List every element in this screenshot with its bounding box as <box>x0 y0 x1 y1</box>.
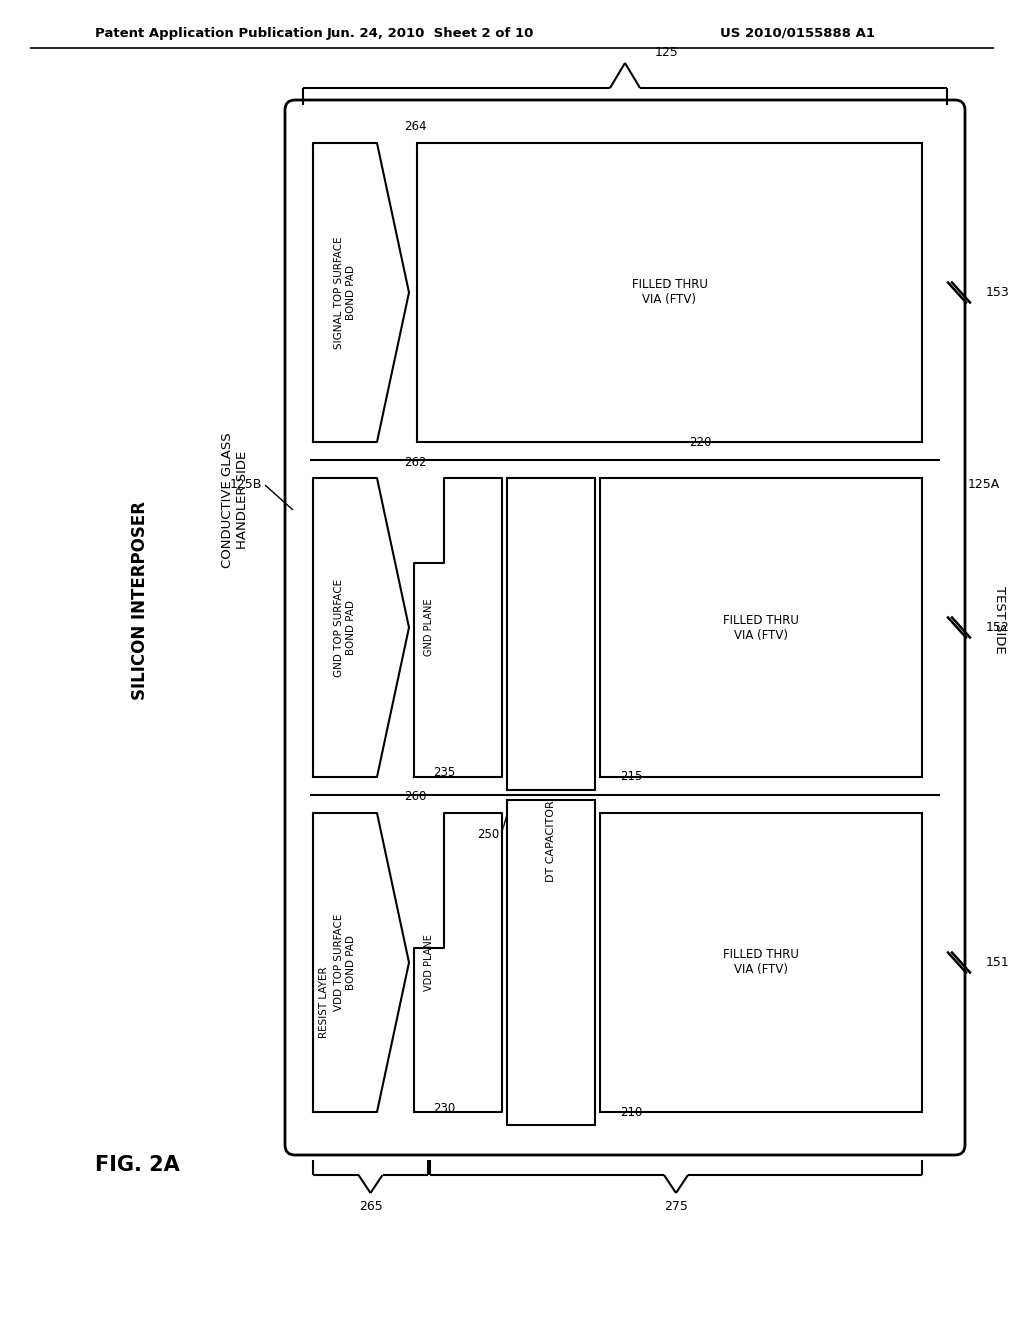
Polygon shape <box>313 143 409 442</box>
Text: 153: 153 <box>986 286 1010 300</box>
Text: FILLED THRU
VIA (FTV): FILLED THRU VIA (FTV) <box>632 279 708 306</box>
Text: 125A: 125A <box>968 479 1000 491</box>
Text: GND PLANE: GND PLANE <box>424 599 434 656</box>
Polygon shape <box>417 143 922 442</box>
Text: 275: 275 <box>664 1200 688 1213</box>
Polygon shape <box>600 478 922 777</box>
Text: SILICON INTERPOSER: SILICON INTERPOSER <box>131 500 150 700</box>
Text: 151: 151 <box>986 956 1010 969</box>
Text: VDD PLANE: VDD PLANE <box>424 935 434 991</box>
Polygon shape <box>414 813 502 1111</box>
Text: Patent Application Publication: Patent Application Publication <box>95 26 323 40</box>
Polygon shape <box>600 813 922 1111</box>
Polygon shape <box>313 813 409 1111</box>
Text: TEST SIDE: TEST SIDE <box>993 586 1007 653</box>
Text: 262: 262 <box>404 455 427 469</box>
Text: 250: 250 <box>477 829 499 842</box>
Polygon shape <box>414 478 502 777</box>
Text: Jun. 24, 2010  Sheet 2 of 10: Jun. 24, 2010 Sheet 2 of 10 <box>327 26 534 40</box>
Text: CONDUCTIVE GLASS
HANDLER SIDE: CONDUCTIVE GLASS HANDLER SIDE <box>221 432 249 568</box>
Text: US 2010/0155888 A1: US 2010/0155888 A1 <box>720 26 874 40</box>
Text: SIGNAL TOP SURFACE
BOND PAD: SIGNAL TOP SURFACE BOND PAD <box>334 236 355 348</box>
Text: FILLED THRU
VIA (FTV): FILLED THRU VIA (FTV) <box>723 949 799 977</box>
Text: 260: 260 <box>404 791 426 804</box>
Text: 264: 264 <box>404 120 427 133</box>
Text: FIG. 2A: FIG. 2A <box>95 1155 180 1175</box>
Polygon shape <box>313 478 409 777</box>
Text: DT CAPACITOR: DT CAPACITOR <box>546 800 556 882</box>
Text: 215: 215 <box>620 771 642 784</box>
Text: GND TOP SURFACE
BOND PAD: GND TOP SURFACE BOND PAD <box>334 578 355 677</box>
Text: 265: 265 <box>358 1200 382 1213</box>
Text: 125B: 125B <box>229 479 262 491</box>
Text: 230: 230 <box>433 1101 455 1114</box>
Text: FILLED THRU
VIA (FTV): FILLED THRU VIA (FTV) <box>723 614 799 642</box>
Text: 220: 220 <box>689 436 712 449</box>
Text: RESIST LAYER: RESIST LAYER <box>319 966 329 1039</box>
FancyBboxPatch shape <box>285 100 965 1155</box>
Polygon shape <box>507 800 595 1125</box>
Polygon shape <box>507 478 595 789</box>
Text: VDD TOP SURFACE
BOND PAD: VDD TOP SURFACE BOND PAD <box>334 913 355 1011</box>
Text: 152: 152 <box>986 620 1010 634</box>
Text: 210: 210 <box>620 1106 642 1118</box>
Text: 125: 125 <box>655 46 679 59</box>
Text: 235: 235 <box>433 767 455 780</box>
